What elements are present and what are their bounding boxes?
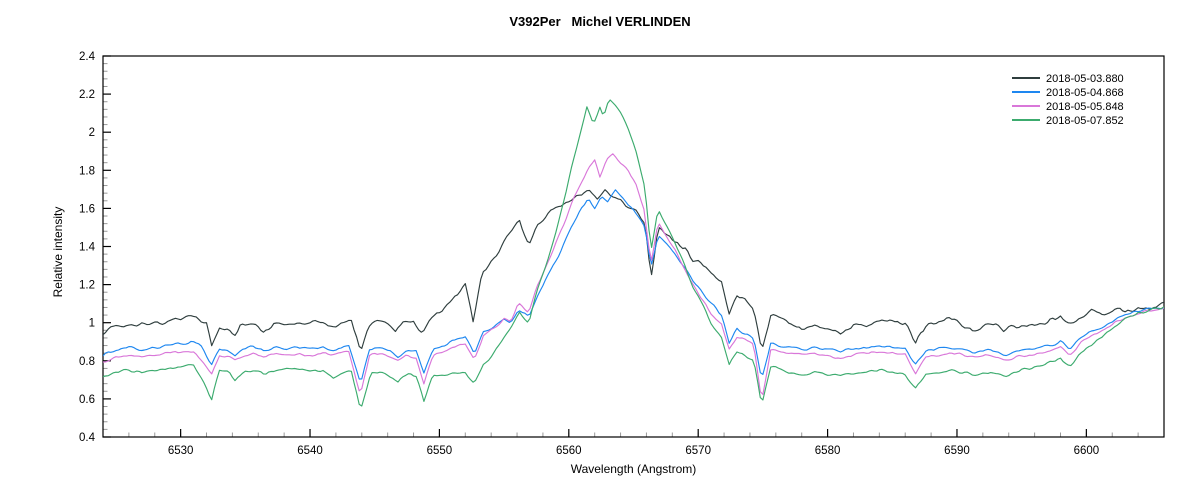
y-tick-label: 0.6 [79,394,95,406]
x-tick-label: 6580 [815,445,841,457]
x-tick-label: 6530 [168,445,194,457]
y-tick-label: 1 [89,318,95,330]
legend-label: 2018-05-04.868 [1046,87,1124,99]
x-axis-label: Wavelength (Angstrom) [570,462,697,476]
y-tick-label: 0.4 [79,432,96,444]
legend-label: 2018-05-03.880 [1046,73,1124,85]
x-tick-label: 6540 [297,445,323,457]
spectrum-line-2018-05-03.880 [103,189,1164,349]
chart-title: V392Per Michel VERLINDEN [509,14,691,29]
x-tick-label: 6570 [685,445,711,457]
spectrum-line-2018-05-05.848 [103,153,1164,395]
y-axis-label: Relative intensity [51,206,65,298]
legend-label: 2018-05-07.852 [1046,115,1124,127]
y-tick-label: 1.4 [79,242,96,254]
spectrum-line-2018-05-04.868 [103,189,1164,380]
legend: 2018-05-03.880 2018-05-04.868 2018-05-05.8… [1012,73,1124,127]
y-tick-label: 1.8 [79,165,95,177]
x-tick-label: 6590 [944,445,970,457]
x-tick-label: 6550 [427,445,453,457]
y-tick-label: 1.2 [79,280,95,292]
legend-label: 2018-05-05.848 [1046,101,1124,113]
y-tick-label: 2 [89,127,95,139]
spectrum-line-2018-05-07.852 [103,99,1164,407]
x-tick-label: 6600 [1074,445,1100,457]
y-tick-label: 1.6 [79,203,95,215]
y-tick-label: 2.2 [79,89,95,101]
y-tick-label: 0.8 [79,356,95,368]
plot-frame [102,55,1165,438]
y-tick-label: 2.4 [79,51,96,63]
x-tick-label: 6560 [556,445,582,457]
